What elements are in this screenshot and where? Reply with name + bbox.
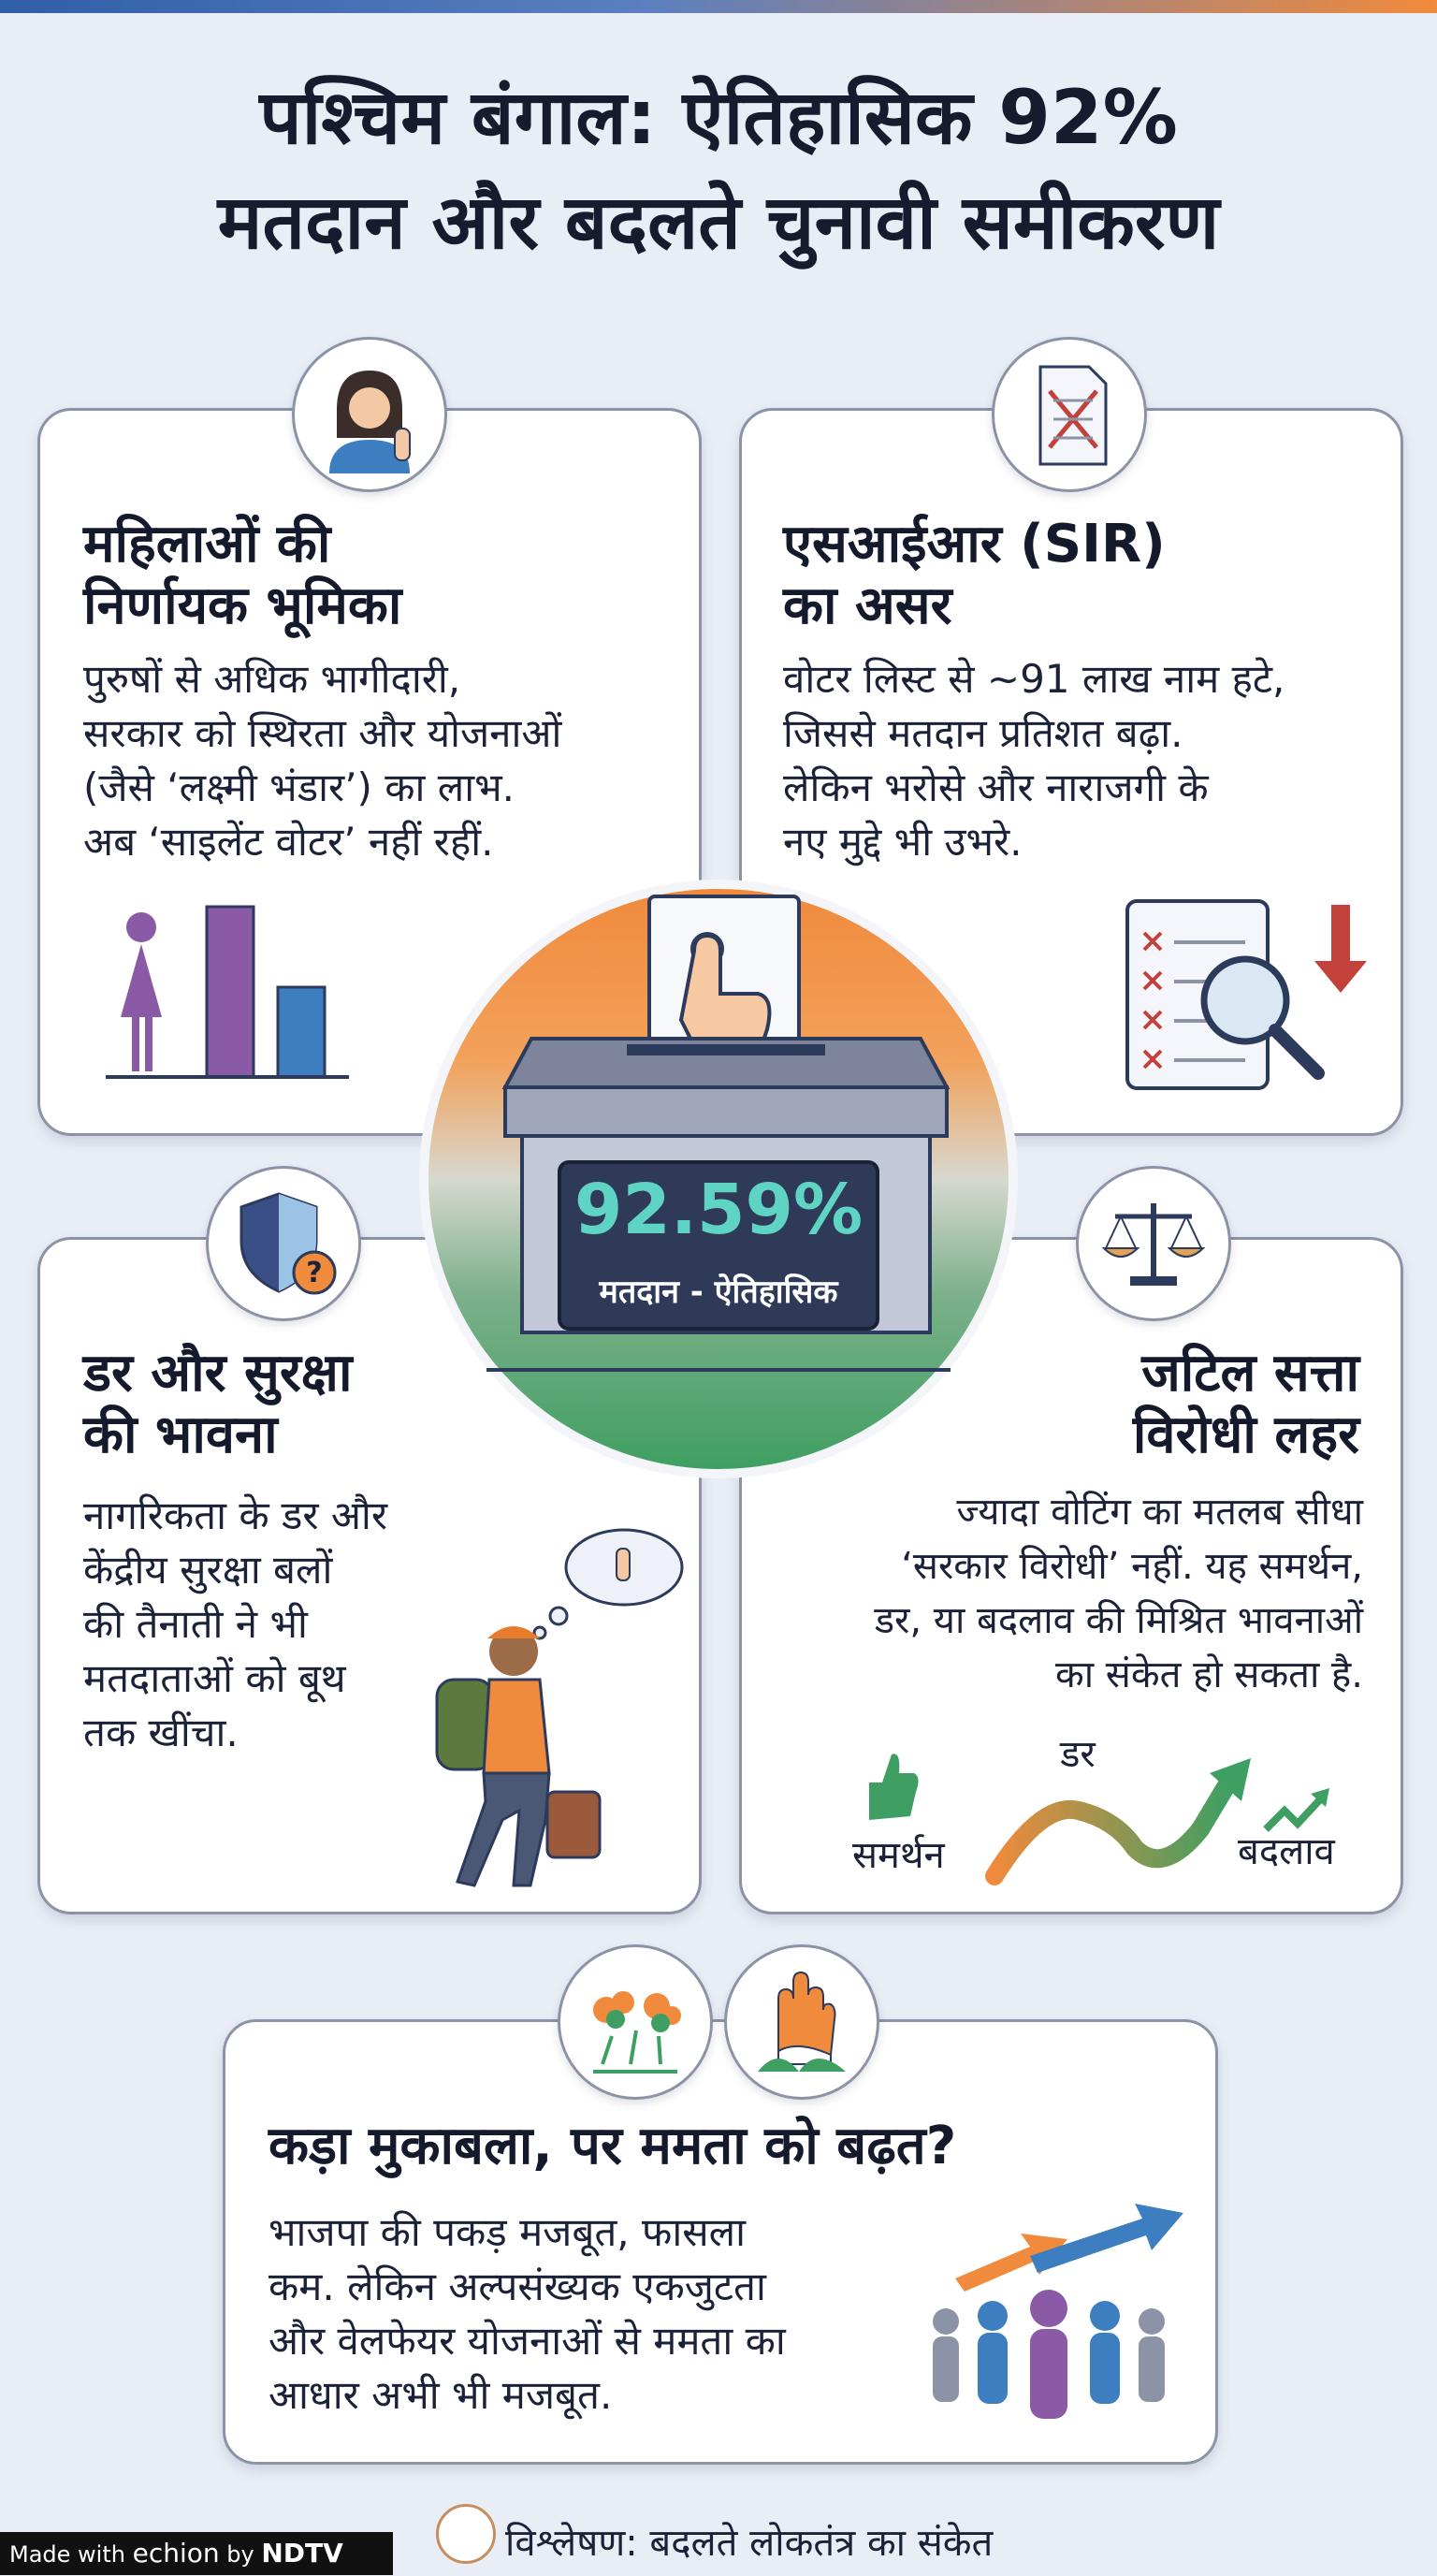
card-body-line: और वेलफेयर योजनाओं से ममता का <box>269 2318 786 2364</box>
tmc-flower-icon <box>593 1991 681 2074</box>
card-body-line: सरकार को स्थिरता और योजनाओं <box>83 710 562 756</box>
made-with-label: Made with <box>9 2541 125 2568</box>
card-body-line: भाजपा की पकड़ मजबूत, फासला <box>269 2209 746 2255</box>
turnout-label: मतदान - ऐतिहासिक <box>599 1273 838 1311</box>
crossed-document-badge <box>992 337 1147 492</box>
card-heading: एसआईआर (SIR) का असर <box>783 514 1166 637</box>
page-title: पश्चिम बंगाल: ऐतिहासिक 92% मतदान और बदलत… <box>56 65 1381 275</box>
card-heading: डर और सुरक्षा की भावना <box>83 1343 352 1466</box>
card-body-line: नए मुद्दे भी उभरे. <box>783 819 1023 865</box>
card-body: वोटर लिस्ट से ~91 लाख नाम हटे, जिससे मतद… <box>783 652 1285 869</box>
crossed-document-icon <box>1038 365 1108 466</box>
made-with-by: by <box>226 2541 254 2568</box>
shield-question-icon: ? <box>240 1192 337 1295</box>
card-heading-line-2: का असर <box>783 575 952 636</box>
footer-logo-icon <box>436 2504 496 2564</box>
turnout-value: 92.59% <box>573 1170 864 1250</box>
label-change: बदलाव <box>1238 1830 1335 1873</box>
card-body-line: का संकेत हो सकता है. <box>1055 1653 1363 1696</box>
ballot-box-icon <box>501 895 951 1334</box>
footer-caption: विश्लेषण: बदलते लोकतंत्र का संकेत <box>505 2522 994 2565</box>
card-body-line: पुरुषों से अधिक भागीदारी, <box>83 656 461 702</box>
card-heading-line-2: निर्णायक भूमिका <box>83 575 402 636</box>
card-body-line: वोटर लिस्ट से ~91 लाख नाम हटे, <box>783 656 1285 702</box>
card-body-line: आधार अभी भी मजबूत. <box>269 2372 613 2418</box>
shield-question-badge: ? <box>206 1166 361 1321</box>
card-body: ज्यादा वोटिंग का मतलब सीधा ‘सरकार विरोधी… <box>875 1485 1363 1702</box>
card-heading: महिलाओं की निर्णायक भूमिका <box>83 514 401 637</box>
crowd-icon <box>933 2204 1183 2419</box>
card-body-line: जिससे मतदान प्रतिशत बढ़ा. <box>783 710 1183 756</box>
card-sir-impact: एसआईआर (SIR) का असर वोटर लिस्ट से ~91 ला… <box>739 408 1403 1136</box>
title-line-2: मतदान और बदलते चुनावी समीकरण <box>217 179 1220 266</box>
ballot-base-line <box>486 1368 951 1372</box>
card-body-line: डर, या बदलाव की मिश्रित भावनाओं <box>874 1599 1363 1642</box>
woman-voter-icon <box>329 371 411 473</box>
card-body-line: लेकिन भरोसे और नाराजगी के <box>783 764 1209 810</box>
made-with-badge[interactable]: Made with echion by NDTV <box>0 2532 393 2575</box>
svg-text:?: ? <box>306 1257 322 1289</box>
card-body-line: मतदाताओं को बूथ <box>83 1655 346 1701</box>
checklist-magnifier-icon <box>1125 899 1367 1090</box>
scales-icon <box>1101 1203 1206 1286</box>
traveler-icon <box>435 1528 684 1887</box>
woman-voter-badge <box>292 337 447 492</box>
card-heading-line-1: महिलाओं की <box>83 514 331 575</box>
sentiment-wave-icon <box>869 1754 1329 1885</box>
made-with-org: NDTV <box>261 2538 343 2569</box>
card-body: पुरुषों से अधिक भागीदारी, सरकार को स्थिर… <box>83 652 561 869</box>
scales-badge <box>1076 1166 1231 1321</box>
card-tough-contest: कड़ा मुकाबला, पर ममता को बढ़त? भाजपा की … <box>223 2019 1218 2465</box>
title-line-1: पश्चिम बंगाल: ऐतिहासिक 92% <box>259 74 1178 161</box>
label-fear: डर <box>1060 1733 1096 1776</box>
card-body-line: (जैसे ‘लक्ष्मी भंडार’) का लाभ. <box>83 764 515 810</box>
card-heading: कड़ा मुकाबला, पर ममता को बढ़त? <box>269 2116 957 2176</box>
card-body-line: अब ‘साइलेंट वोटर’ नहीं रहीं. <box>83 819 494 865</box>
card-body: नागरिकता के डर और केंद्रीय सुरक्षा बलों … <box>83 1489 387 1760</box>
label-support: समर्थन <box>852 1834 945 1877</box>
made-with-brand: echion <box>132 2538 220 2569</box>
card-body-line: तक खींचा. <box>83 1710 239 1755</box>
card-heading-line-1: एसआईआर (SIR) <box>783 514 1166 575</box>
congress-hand-badge <box>724 1944 879 2100</box>
card-heading-line-2: की भावना <box>83 1404 278 1465</box>
card-body-line: ज्यादा वोटिंग का मतलब सीधा <box>956 1491 1363 1534</box>
top-accent-bar <box>0 0 1437 13</box>
card-body-line: की तैनाती ने भी <box>83 1601 308 1647</box>
card-body: भाजपा की पकड़ मजबूत, फासला कम. लेकिन अल्… <box>269 2205 786 2423</box>
card-heading-line-1: डर और सुरक्षा <box>83 1343 353 1404</box>
card-women-role: महिलाओं की निर्णायक भूमिका पुरुषों से अध… <box>37 408 702 1136</box>
women-bar-chart-icon <box>106 905 349 1079</box>
card-body-line: ‘सरकार विरोधी’ नहीं. यह समर्थन, <box>901 1545 1363 1588</box>
tmc-flower-badge <box>558 1944 713 2100</box>
card-body-line: कम. लेकिन अल्पसंख्यक एकजुटता <box>269 2263 766 2309</box>
card-heading: जटिल सत्ता विरोधी लहर <box>1133 1343 1359 1466</box>
congress-hand-icon <box>758 1971 846 2072</box>
card-heading-line-2: विरोधी लहर <box>1132 1404 1359 1465</box>
card-body-line: नागरिकता के डर और <box>83 1492 388 1538</box>
card-heading-line-1: जटिल सत्ता <box>1141 1343 1359 1404</box>
card-body-line: केंद्रीय सुरक्षा बलों <box>83 1547 333 1593</box>
